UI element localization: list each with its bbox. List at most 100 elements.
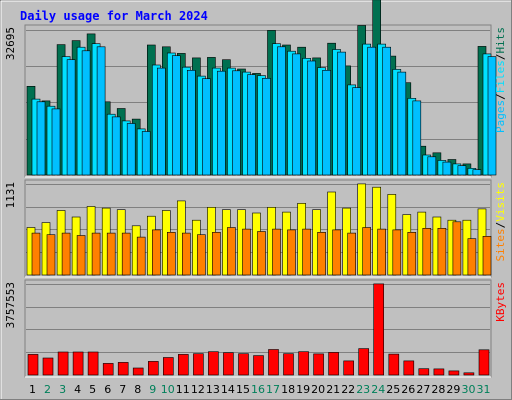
bar-pages-day-3 [66, 59, 76, 176]
legend-part: / [494, 93, 507, 100]
bar-kbytes-day-5 [87, 351, 99, 376]
x-tick-label-day-10: 10 [161, 383, 175, 396]
bar-kbytes-day-11 [178, 354, 189, 376]
bar-sites-day-17 [272, 228, 281, 276]
bar-kbytes-day-1 [27, 354, 39, 376]
x-tick-label-day-21: 21 [326, 383, 340, 396]
bar-pages-day-25 [397, 71, 407, 176]
bar-kbytes-day-21 [328, 352, 339, 376]
bar-pages-day-5 [96, 46, 106, 176]
bar-sites-day-20 [317, 232, 326, 276]
panel-visits-sites: 1131 Sites/Visits [4, 179, 507, 278]
x-tick-label-day-27: 27 [416, 383, 430, 396]
bar-sites-day-22 [347, 232, 357, 276]
bar-sites-day-6 [106, 232, 116, 276]
x-tick-label-day-14: 14 [221, 383, 235, 396]
bar-sites-day-18 [287, 229, 296, 276]
x-tick-label-day-30: 30 [462, 383, 476, 396]
bar-sites-day-2 [46, 234, 56, 276]
bar-sites-day-13 [212, 232, 221, 276]
bar-sites-day-25 [392, 229, 402, 276]
bar-sites-day-7 [121, 232, 131, 276]
bar-pages-day-17 [277, 46, 286, 176]
x-tick-label-day-4: 4 [74, 383, 81, 396]
x-tick-label-day-9: 9 [149, 383, 156, 396]
axis-max-label: 3757553 [4, 282, 17, 328]
bar-sites-day-8 [136, 236, 146, 276]
panel-kbytes: 3757553 KBytes [4, 279, 507, 378]
legend-part: Pages [494, 100, 507, 133]
bar-kbytes-day-18 [283, 353, 294, 376]
legend-part: Hits [494, 27, 507, 54]
x-tick-label-day-1: 1 [29, 383, 36, 396]
bar-kbytes-day-26 [403, 360, 415, 376]
bar-pages-day-15 [247, 74, 256, 176]
x-tick-label-day-12: 12 [191, 383, 205, 396]
bar-sites-day-12 [197, 234, 206, 276]
bar-kbytes-day-12 [193, 353, 204, 376]
bar-pages-day-21 [337, 51, 346, 176]
legend-label: Pages/Files/Hits [494, 27, 507, 133]
bar-kbytes-day-28 [433, 368, 445, 376]
bar-pages-day-22 [352, 87, 362, 176]
bar-sites-day-27 [422, 228, 432, 276]
x-tick-label-day-2: 2 [44, 383, 51, 396]
bar-sites-day-21 [332, 229, 341, 276]
bar-sites-day-1 [31, 232, 41, 276]
bar-sites-day-23 [362, 227, 372, 276]
bar-pages-day-26 [412, 100, 422, 176]
bar-kbytes-day-3 [57, 351, 69, 376]
x-tick-label-day-24: 24 [371, 383, 385, 396]
bar-kbytes-day-2 [42, 357, 54, 376]
x-tick-label-day-22: 22 [341, 383, 355, 396]
bar-pages-day-11 [187, 70, 196, 176]
x-tick-label-day-17: 17 [266, 383, 280, 396]
series-pages [36, 46, 497, 176]
bar-sites-day-30 [467, 238, 477, 276]
bar-pages-day-30 [472, 169, 482, 176]
bar-sites-day-26 [407, 232, 417, 276]
x-tick-label-day-16: 16 [251, 383, 265, 396]
x-tick-label-day-7: 7 [119, 383, 126, 396]
bar-sites-day-9 [152, 229, 161, 276]
bar-sites-day-31 [482, 236, 492, 276]
x-tick-label-day-28: 28 [431, 383, 445, 396]
bar-kbytes-day-22 [343, 360, 355, 376]
bar-kbytes-day-17 [268, 349, 279, 376]
bar-pages-day-31 [487, 56, 497, 176]
x-axis-labels: 1 2 3 4 5 6 7 8 9 10 11 12 13 14 15 16 17 18 19 20 21 22 23 24 2… [29, 383, 491, 396]
x-tick-label-day-5: 5 [89, 383, 96, 396]
bar-kbytes-day-13 [208, 351, 219, 376]
bar-kbytes-day-7 [117, 362, 129, 376]
bar-pages-day-8 [141, 131, 151, 176]
bar-sites-day-4 [76, 235, 86, 276]
chart-panels: 32695Pages/Files/Hits1131Sites/Visits375… [4, 0, 507, 378]
legend-label: Sites/Visits [494, 182, 507, 262]
x-tick-label-day-29: 29 [446, 383, 460, 396]
x-tick-label-day-6: 6 [104, 383, 111, 396]
bar-kbytes-day-24 [373, 283, 385, 376]
x-tick-label-day-20: 20 [311, 383, 325, 396]
bar-pages-day-18 [292, 53, 301, 176]
chart-title: Daily usage for March 2024 [20, 9, 208, 23]
bar-kbytes-day-31 [478, 349, 490, 376]
x-tick-label-day-8: 8 [134, 383, 141, 396]
bar-sites-day-5 [91, 232, 101, 276]
bar-kbytes-day-6 [102, 363, 114, 376]
x-tick-label-day-15: 15 [236, 383, 250, 396]
bar-sites-day-28 [437, 228, 447, 276]
bar-kbytes-day-16 [253, 355, 264, 376]
bar-kbytes-day-25 [388, 353, 400, 376]
bar-kbytes-day-10 [163, 357, 174, 376]
legend-part: / [494, 222, 507, 229]
bar-pages-day-12 [202, 78, 211, 176]
bar-kbytes-day-14 [223, 352, 234, 376]
x-tick-label-day-26: 26 [401, 383, 415, 396]
bar-pages-day-4 [81, 50, 91, 176]
bar-pages-day-27 [427, 156, 437, 176]
series-sites [31, 221, 492, 276]
legend-part: Files [494, 60, 507, 93]
bar-pages-day-28 [442, 161, 452, 176]
